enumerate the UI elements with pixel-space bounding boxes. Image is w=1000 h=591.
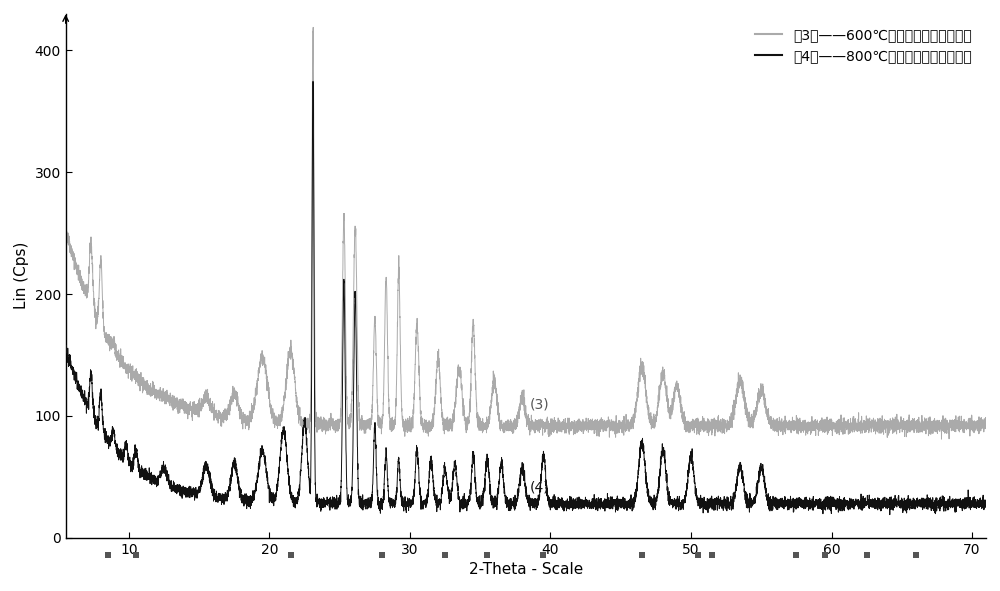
X-axis label: 2-Theta - Scale: 2-Theta - Scale (469, 562, 583, 577)
Y-axis label: Lin (Cps): Lin (Cps) (14, 242, 29, 310)
Text: (4): (4) (529, 480, 549, 495)
Text: (3): (3) (529, 398, 549, 411)
Legend: （3）——600℃焙烧的助剂制得催化剂, （4）——800℃焙烧的助剂制得催化剂: （3）——600℃焙烧的助剂制得催化剂, （4）——800℃焙烧的助剂制得催化剂 (748, 21, 979, 70)
